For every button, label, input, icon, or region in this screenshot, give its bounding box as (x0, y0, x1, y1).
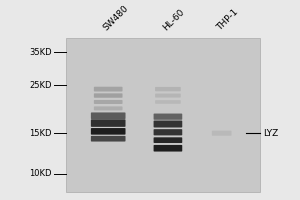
Text: HL-60: HL-60 (162, 7, 187, 32)
FancyBboxPatch shape (154, 145, 182, 152)
FancyBboxPatch shape (91, 136, 125, 142)
FancyBboxPatch shape (154, 114, 182, 120)
Text: 25KD: 25KD (29, 81, 52, 90)
FancyBboxPatch shape (155, 100, 181, 104)
FancyBboxPatch shape (91, 119, 125, 127)
FancyBboxPatch shape (91, 128, 125, 135)
FancyBboxPatch shape (154, 129, 182, 135)
FancyBboxPatch shape (155, 87, 181, 91)
Text: 15KD: 15KD (29, 129, 52, 138)
FancyBboxPatch shape (154, 137, 182, 143)
FancyBboxPatch shape (155, 94, 181, 98)
Text: SW480: SW480 (102, 3, 130, 32)
Bar (66, 38, 260, 192)
Text: THP-1: THP-1 (215, 7, 240, 32)
FancyBboxPatch shape (94, 87, 122, 91)
FancyBboxPatch shape (91, 112, 125, 119)
FancyBboxPatch shape (212, 131, 232, 136)
Text: LYZ: LYZ (263, 129, 279, 138)
FancyBboxPatch shape (94, 106, 122, 110)
Text: 35KD: 35KD (29, 48, 52, 57)
Text: 10KD: 10KD (29, 169, 52, 178)
FancyBboxPatch shape (94, 93, 122, 98)
FancyBboxPatch shape (154, 121, 182, 127)
FancyBboxPatch shape (94, 100, 122, 104)
